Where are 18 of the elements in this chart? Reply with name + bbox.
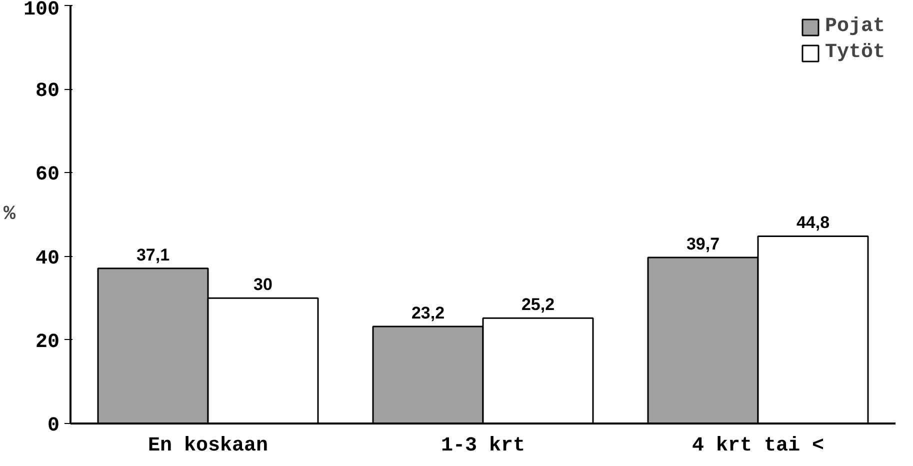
y-tick-label: 0 <box>48 414 60 438</box>
x-tick-label: 1-3 krt <box>440 434 526 458</box>
data-label: 37,1 <box>136 245 170 264</box>
data-label: 44,8 <box>796 213 830 232</box>
data-label: 23,2 <box>411 304 445 323</box>
y-axis-title: % <box>3 203 16 226</box>
y-tick-label: 60 <box>35 164 60 187</box>
legend-label: Pojat <box>824 15 885 38</box>
x-tick-label: En koskaan <box>148 434 268 458</box>
legend-label: Tytöt <box>824 41 885 64</box>
data-label: 30 <box>254 275 272 294</box>
y-tick-label: 20 <box>35 330 60 354</box>
x-tick-label: 4 krt tai < <box>692 434 824 458</box>
y-tick-label: 40 <box>35 247 60 270</box>
data-label: 25,2 <box>521 295 555 314</box>
y-tick-label: 100 <box>23 0 60 22</box>
y-tick-label: 80 <box>35 80 60 104</box>
data-label: 39,7 <box>686 234 720 254</box>
